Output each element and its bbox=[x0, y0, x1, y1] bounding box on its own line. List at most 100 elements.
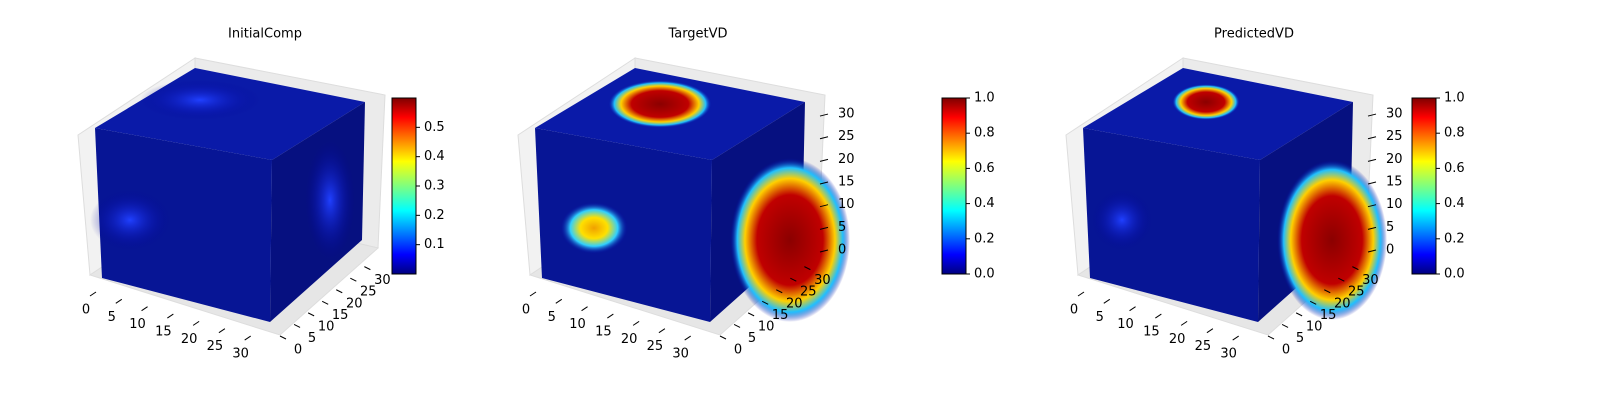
y-tick bbox=[747, 312, 755, 317]
z-tick-label: 10 bbox=[838, 197, 855, 212]
y-tick-label: 0 bbox=[1282, 343, 1290, 358]
x-tick bbox=[115, 298, 123, 304]
y-tick-label: 15 bbox=[332, 308, 349, 323]
x-tick-label: 0 bbox=[82, 303, 90, 318]
colorbar-tick-label: 0.4 bbox=[1444, 196, 1465, 211]
y-tick-label: 5 bbox=[748, 331, 756, 346]
y-tick bbox=[1281, 323, 1289, 328]
x-tick-label: 10 bbox=[129, 317, 146, 332]
colorbar-tick-label: 0.5 bbox=[424, 120, 445, 135]
x-tick bbox=[89, 291, 97, 297]
z-tick bbox=[1367, 249, 1377, 253]
y-tick-label: 20 bbox=[786, 296, 803, 311]
z-tick-label: 15 bbox=[838, 175, 855, 190]
voxel-highlight bbox=[730, 158, 850, 322]
y-tick-label: 5 bbox=[1296, 331, 1304, 346]
z-tick bbox=[819, 226, 829, 230]
z-tick-label: 5 bbox=[1386, 220, 1394, 235]
colorbar-tick-label: 0.4 bbox=[974, 196, 995, 211]
y-tick bbox=[761, 300, 769, 305]
colorbar-tick-label: 1.0 bbox=[974, 91, 995, 106]
x-tick-label: 30 bbox=[1220, 347, 1237, 362]
x-tick bbox=[1180, 320, 1188, 326]
voxel-highlight bbox=[90, 190, 170, 250]
y-tick bbox=[776, 289, 783, 294]
x-tick-label: 25 bbox=[207, 339, 224, 354]
x-tick bbox=[141, 306, 148, 312]
z-tick-label: 20 bbox=[1386, 152, 1403, 167]
y-tick bbox=[1352, 266, 1359, 271]
x-tick-label: 0 bbox=[522, 303, 530, 318]
colorbar-tick-label: 0.8 bbox=[974, 126, 995, 141]
y-tick bbox=[804, 266, 811, 271]
x-tick-label: 5 bbox=[548, 310, 556, 325]
y-tick-label: 20 bbox=[1334, 296, 1351, 311]
voxel-highlight bbox=[140, 80, 260, 120]
x-tick bbox=[1206, 328, 1214, 334]
x-tick-label: 30 bbox=[232, 347, 249, 362]
y-tick-label: 30 bbox=[374, 273, 391, 288]
colorbar-tick-label: 0.4 bbox=[424, 149, 445, 164]
colorbar-tick-label: 0.2 bbox=[424, 208, 445, 223]
y-tick bbox=[1324, 289, 1331, 294]
x-tick bbox=[1155, 313, 1162, 319]
voxel-highlight bbox=[1172, 84, 1240, 120]
x-tick bbox=[684, 335, 691, 341]
z-tick bbox=[819, 113, 829, 117]
x-tick bbox=[1077, 291, 1085, 297]
z-tick bbox=[819, 249, 829, 253]
z-tick bbox=[819, 204, 829, 208]
colorbar-tick-label: 0.2 bbox=[1444, 231, 1465, 246]
z-tick bbox=[1367, 158, 1377, 162]
z-tick-label: 30 bbox=[1386, 107, 1403, 122]
y-tick-label: 30 bbox=[1362, 273, 1379, 288]
x-tick-label: 10 bbox=[569, 317, 586, 332]
z-tick bbox=[1367, 226, 1377, 230]
colorbar-tick-label: 0.0 bbox=[974, 267, 995, 282]
colorbar bbox=[391, 97, 417, 275]
y-tick-label: 5 bbox=[308, 331, 316, 346]
colorbar-tick-label: 0.6 bbox=[1444, 161, 1465, 176]
voxel-highlight bbox=[560, 202, 628, 254]
cube-front bbox=[95, 128, 272, 322]
y-tick-label: 25 bbox=[1348, 285, 1365, 300]
y-tick bbox=[1267, 335, 1275, 340]
colorbar-tick-label: 0.2 bbox=[974, 231, 995, 246]
x-tick bbox=[218, 328, 226, 334]
z-tick-label: 15 bbox=[1386, 175, 1403, 190]
y-tick bbox=[321, 300, 329, 305]
y-tick bbox=[1295, 312, 1303, 317]
y-tick-label: 10 bbox=[318, 319, 335, 334]
x-tick bbox=[529, 291, 537, 297]
x-tick-label: 10 bbox=[1117, 317, 1134, 332]
z-tick bbox=[1367, 204, 1377, 208]
colorbar-tick-label: 0.8 bbox=[1444, 126, 1465, 141]
z-tick bbox=[1367, 136, 1377, 140]
y-tick bbox=[364, 266, 371, 271]
y-tick bbox=[279, 335, 287, 340]
y-tick bbox=[790, 277, 797, 282]
z-tick bbox=[819, 158, 829, 162]
x-tick-label: 5 bbox=[108, 310, 116, 325]
colorbar-tick-label: 0.3 bbox=[424, 179, 445, 194]
x-tick-label: 30 bbox=[672, 347, 689, 362]
z-tick-label: 20 bbox=[838, 152, 855, 167]
y-tick-label: 0 bbox=[734, 343, 742, 358]
z-tick bbox=[819, 181, 829, 185]
x-tick-label: 5 bbox=[1096, 310, 1104, 325]
y-tick-label: 10 bbox=[1306, 319, 1323, 334]
x-tick bbox=[1103, 298, 1111, 304]
colorbar-tick-label: 0.1 bbox=[424, 237, 445, 252]
x-tick-label: 20 bbox=[621, 332, 638, 347]
colorbar bbox=[941, 97, 967, 275]
x-tick-label: 0 bbox=[1070, 303, 1078, 318]
z-tick-label: 0 bbox=[838, 243, 846, 258]
y-tick-label: 0 bbox=[294, 343, 302, 358]
colorbar-tick-label: 0.0 bbox=[1444, 267, 1465, 282]
x-tick bbox=[632, 320, 640, 326]
z-tick-label: 25 bbox=[1386, 129, 1403, 144]
